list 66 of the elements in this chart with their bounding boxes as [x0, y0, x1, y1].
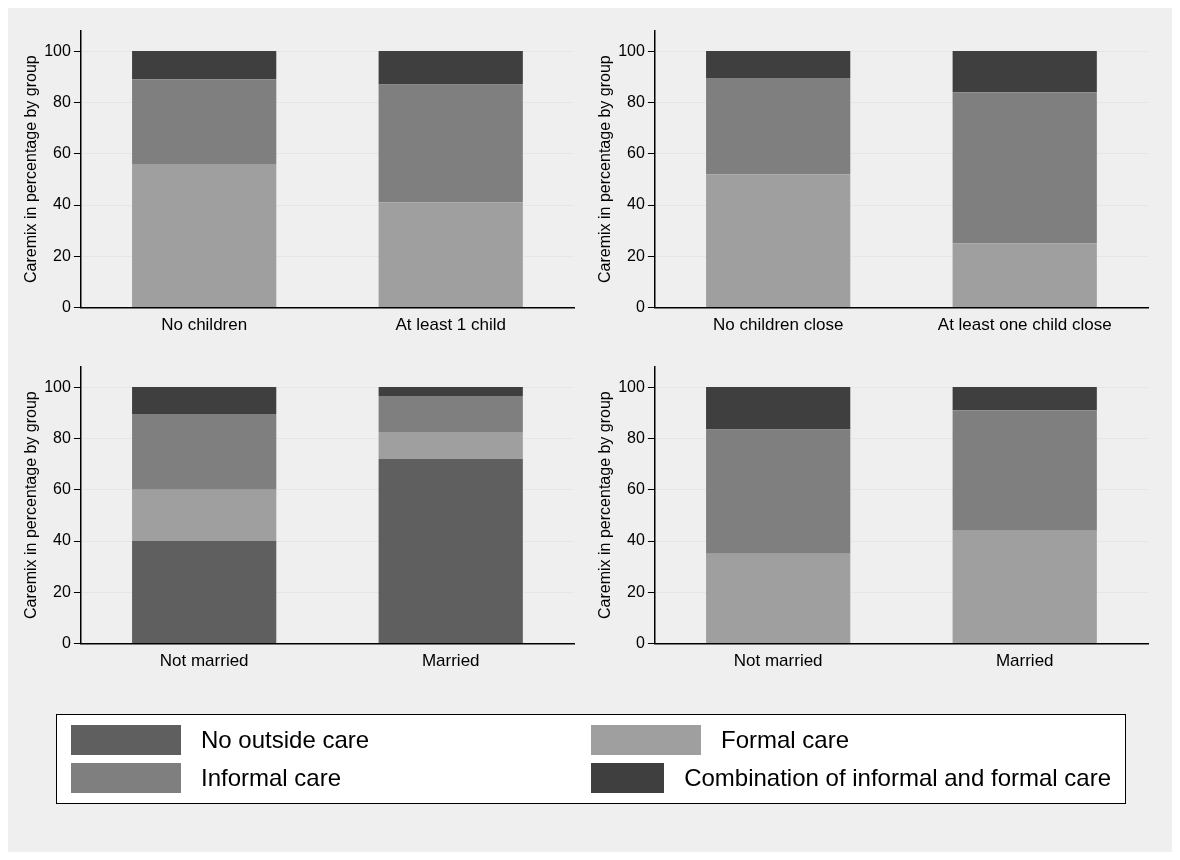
- y-tick-label: 0: [635, 298, 645, 316]
- y-tick-label: 40: [53, 195, 71, 213]
- y-tick-label: 20: [627, 246, 645, 264]
- x-tick-label: Married: [421, 651, 480, 671]
- x-tick-label: Not married: [733, 651, 823, 671]
- bar: [378, 202, 523, 308]
- bar: [132, 163, 277, 308]
- bar: [706, 553, 851, 644]
- bar: [706, 51, 851, 79]
- bar: [706, 387, 851, 430]
- y-tick-label: 80: [53, 92, 71, 110]
- y-tick-label: 100: [618, 377, 645, 395]
- bar: [952, 243, 1097, 308]
- y-tick-label: 100: [44, 41, 71, 59]
- legend-label: No outside care: [201, 726, 370, 754]
- bar: [952, 92, 1097, 244]
- y-tick-label: 40: [627, 531, 645, 549]
- bar: [952, 51, 1097, 93]
- bar: [952, 387, 1097, 411]
- bar: [132, 387, 277, 415]
- x-tick-label: Not married: [159, 651, 249, 671]
- y-tick-label: 100: [618, 41, 645, 59]
- bar: [378, 387, 523, 397]
- y-axis-title: Caremix in percentage by group: [596, 55, 614, 283]
- y-tick-label: 60: [53, 480, 71, 498]
- y-tick-label: 60: [627, 480, 645, 498]
- y-axis-title: Caremix in percentage by group: [22, 391, 40, 619]
- x-tick-label: At least 1 child: [395, 315, 507, 335]
- y-tick-label: 20: [627, 582, 645, 600]
- legend-label: Combination of informal and formal care: [684, 764, 1111, 792]
- y-tick-label: 40: [627, 195, 645, 213]
- bar: [378, 432, 523, 459]
- legend-label: Formal care: [721, 726, 850, 754]
- y-tick-label: 80: [627, 92, 645, 110]
- y-tick-label: 0: [635, 634, 645, 652]
- bar: [378, 396, 523, 432]
- x-tick-label: Married: [995, 651, 1054, 671]
- y-tick-label: 100: [44, 377, 71, 395]
- y-axis-title: Caremix in percentage by group: [22, 55, 40, 283]
- bar: [378, 84, 523, 203]
- y-axis-title: Caremix in percentage by group: [596, 391, 614, 619]
- y-tick-label: 20: [53, 582, 71, 600]
- bar: [952, 410, 1097, 531]
- bar: [706, 78, 851, 175]
- bar: [132, 489, 277, 542]
- y-tick-label: 40: [53, 531, 71, 549]
- y-tick-label: 20: [53, 246, 71, 264]
- bar: [952, 530, 1097, 644]
- bar: [706, 174, 851, 308]
- y-tick-label: 80: [627, 428, 645, 446]
- legend-label: Informal care: [201, 764, 342, 792]
- x-tick-label: At least one child close: [937, 315, 1112, 335]
- bar: [132, 414, 277, 490]
- y-tick-label: 80: [53, 428, 71, 446]
- bar: [132, 541, 277, 644]
- bar: [132, 79, 277, 164]
- y-tick-label: 60: [627, 144, 645, 162]
- x-tick-label: No children: [161, 315, 248, 335]
- bar: [706, 429, 851, 554]
- bar: [132, 51, 277, 80]
- y-tick-label: 0: [61, 298, 71, 316]
- y-tick-label: 0: [61, 634, 71, 652]
- y-tick-label: 60: [53, 144, 71, 162]
- x-tick-label: No children close: [712, 315, 844, 335]
- bar: [378, 458, 523, 644]
- bar: [378, 51, 523, 85]
